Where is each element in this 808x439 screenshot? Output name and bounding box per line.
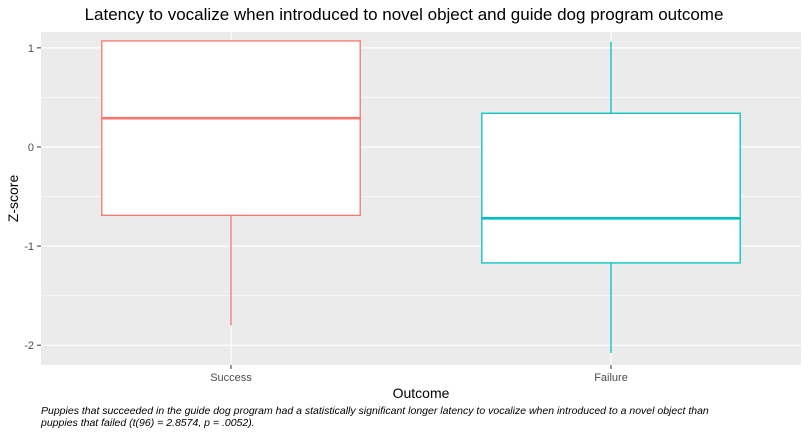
x-axis-title: Outcome: [393, 385, 450, 400]
y-tick-label: -2: [24, 340, 34, 352]
x-axis-ticks: Success Failure: [210, 365, 628, 384]
y-tick-label: 0: [28, 142, 34, 154]
x-tick-label: Success: [210, 372, 252, 384]
x-tick-label: Failure: [594, 372, 628, 384]
box-failure: [481, 41, 741, 354]
y-axis-title: Z-score: [5, 175, 21, 223]
box-success: [101, 40, 361, 326]
iqr-box: [481, 112, 741, 264]
chart-title: Latency to vocalize when introduced to n…: [84, 5, 724, 24]
y-tick-label: -1: [24, 241, 34, 253]
iqr-box: [101, 40, 361, 216]
figure-caption: Puppies that succeeded in the guide dog …: [41, 405, 709, 429]
y-axis-ticks: -2 -1 0 1: [24, 43, 41, 352]
boxplot-chart: -2 -1 0 1 Success Failure Outcome Z-score: [5, 32, 801, 400]
y-tick-label: 1: [28, 43, 34, 55]
boxes: [101, 40, 741, 354]
